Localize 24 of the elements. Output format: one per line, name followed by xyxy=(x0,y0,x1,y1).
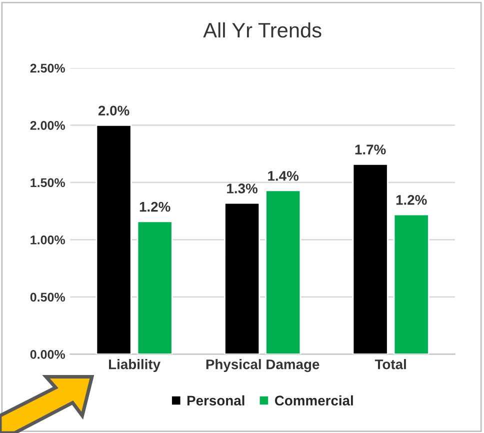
data-label: 1.3% xyxy=(227,184,258,194)
bar xyxy=(352,163,388,354)
bar xyxy=(136,220,173,354)
bar xyxy=(224,202,260,354)
data-label: 1.7% xyxy=(355,144,386,154)
x-tick-label: Liability xyxy=(109,359,160,372)
bar xyxy=(393,214,430,354)
data-label: 1.2% xyxy=(396,194,427,205)
bar xyxy=(96,124,132,354)
y-tick-label: 2.00% xyxy=(30,121,65,130)
data-label: 1.4% xyxy=(268,170,299,181)
legend-label: Commercial xyxy=(274,395,353,406)
x-tick-label: Total xyxy=(374,359,406,370)
y-tick-label: 1.50% xyxy=(30,178,65,188)
y-tick-label: 2.50% xyxy=(30,64,65,73)
y-tick-label: 0.00% xyxy=(30,350,65,359)
data-label: 2.0% xyxy=(98,106,130,116)
legend-label: Personal xyxy=(187,395,244,406)
data-label: 1.2% xyxy=(140,202,170,212)
chart-title: All Yr Trends xyxy=(203,22,322,38)
x-tick-label: Physical Damage xyxy=(206,359,320,372)
y-tick-label: 0.50% xyxy=(30,292,65,302)
y-tick-label: 1.00% xyxy=(30,236,65,244)
bar xyxy=(265,190,302,354)
